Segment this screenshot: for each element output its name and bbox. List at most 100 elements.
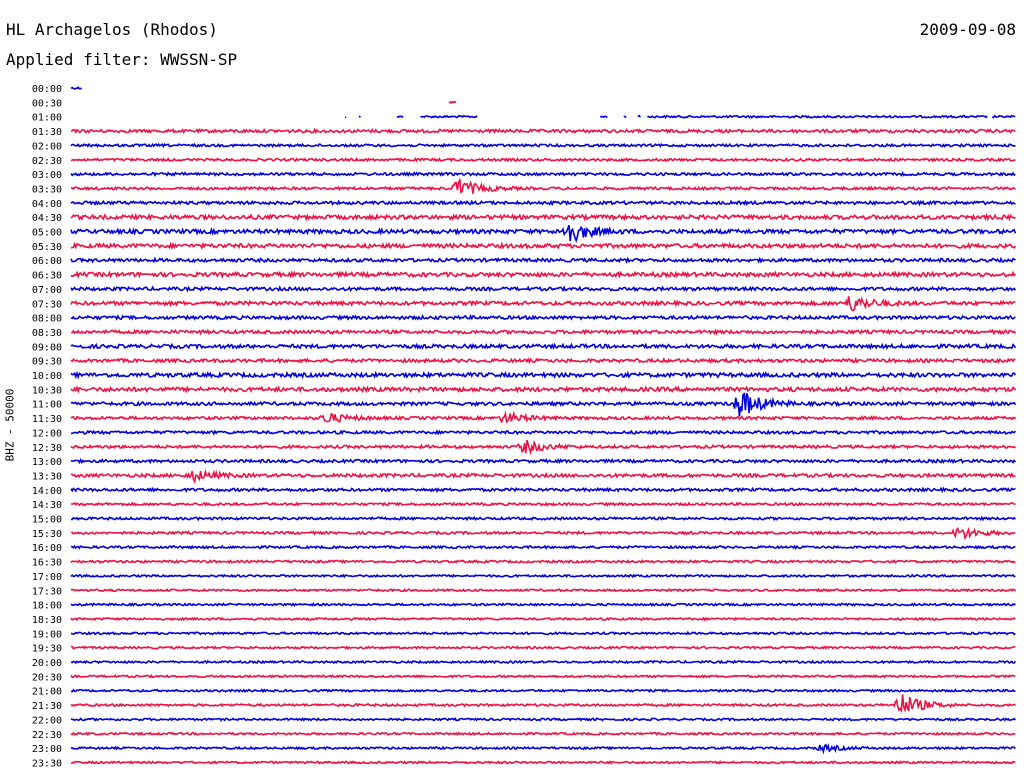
time-label: 02:30 <box>32 156 62 167</box>
trace-row-0330 <box>70 177 1016 194</box>
time-label: 19:00 <box>32 629 62 640</box>
trace-row-0830 <box>70 328 1017 336</box>
trace-row-0030 <box>448 100 457 104</box>
time-label: 14:00 <box>32 486 62 497</box>
time-label: 07:30 <box>32 299 62 310</box>
trace-row-1200 <box>70 429 1017 436</box>
trace-row-2100 <box>70 688 1016 694</box>
time-label: 06:30 <box>32 271 62 282</box>
trace-row-0100 <box>420 114 478 119</box>
trace-row-0230 <box>70 156 1016 163</box>
trace-row-0100 <box>600 115 608 119</box>
trace-row-2330 <box>70 760 1016 765</box>
trace-row-1830 <box>70 616 1016 622</box>
time-label: 15:00 <box>32 515 62 526</box>
time-label: 23:30 <box>32 758 62 769</box>
time-label: 13:30 <box>32 471 62 482</box>
trace-row-1430 <box>70 501 1016 507</box>
trace-row-1100 <box>70 392 1017 417</box>
time-label: 16:00 <box>32 543 62 554</box>
time-label: 20:00 <box>32 658 62 669</box>
time-label: 04:00 <box>32 199 62 210</box>
time-label: 11:00 <box>32 400 62 411</box>
trace-row-0730 <box>70 296 1016 312</box>
time-label: 12:00 <box>32 428 62 439</box>
filter-label: Applied filter: WWSSN-SP <box>6 50 238 69</box>
trace-row-1600 <box>70 544 1016 550</box>
trace-row-0430 <box>70 212 1016 222</box>
time-label: 00:30 <box>32 98 62 109</box>
trace-row-1130 <box>70 410 1017 424</box>
trace-row-0600 <box>70 256 1016 264</box>
seismic-traces <box>70 86 1017 765</box>
trace-row-2000 <box>70 659 1017 665</box>
trace-row-0100 <box>991 114 1016 119</box>
trace-row-0930 <box>70 356 1016 365</box>
trace-row-1500 <box>70 515 1017 522</box>
trace-row-1530 <box>70 526 1016 541</box>
time-label: 00:00 <box>32 84 62 95</box>
time-label: 20:30 <box>32 672 62 683</box>
trace-row-1400 <box>70 486 1016 494</box>
trace-row-1630 <box>70 558 1016 565</box>
trace-row-0100 <box>637 114 641 118</box>
time-label: 10:00 <box>32 371 62 382</box>
trace-row-0100 <box>623 115 627 119</box>
time-label: 09:30 <box>32 357 62 368</box>
time-label: 11:30 <box>32 414 62 425</box>
trace-row-2300 <box>70 743 1016 755</box>
time-label: 22:30 <box>32 730 62 741</box>
trace-row-0130 <box>71 127 1016 135</box>
time-label: 09:00 <box>32 342 62 353</box>
time-label: 19:30 <box>32 644 62 655</box>
trace-row-0700 <box>70 285 1017 293</box>
trace-row-0800 <box>70 314 1016 322</box>
trace-row-2230 <box>70 731 1016 737</box>
time-label: 18:30 <box>32 615 62 626</box>
trace-row-1800 <box>70 602 1016 608</box>
time-label: 01:00 <box>32 113 62 124</box>
time-label: 10:30 <box>32 385 62 396</box>
trace-row-2030 <box>70 673 1016 679</box>
time-label: 04:30 <box>32 213 62 224</box>
trace-row-1300 <box>70 457 1017 465</box>
trace-row-1230 <box>70 439 1016 456</box>
time-label: 02:00 <box>32 141 62 152</box>
trace-row-1730 <box>70 587 1017 593</box>
time-label: 18:00 <box>32 601 62 612</box>
time-label: 13:00 <box>32 457 62 468</box>
time-label: 07:00 <box>32 285 62 296</box>
trace-row-0300 <box>70 171 1016 178</box>
time-label: 16:30 <box>32 558 62 569</box>
time-label: 17:30 <box>32 586 62 597</box>
trace-row-2200 <box>70 716 1017 722</box>
time-label: 08:00 <box>32 314 62 325</box>
trace-row-2130 <box>70 694 1016 714</box>
trace-row-1030 <box>70 385 1017 394</box>
trace-row-0900 <box>70 342 1017 351</box>
time-labels: 00:00 00:30 01:00 01:30 02:00 02:30 03:00 03:30… <box>32 84 62 769</box>
trace-row-1930 <box>71 645 1016 651</box>
time-label: 23:00 <box>32 744 62 755</box>
trace-row-1700 <box>70 573 1016 579</box>
time-label: 08:30 <box>32 328 62 339</box>
time-label: 01:30 <box>32 127 62 138</box>
trace-row-0400 <box>70 199 1016 207</box>
time-label: 05:00 <box>32 228 62 239</box>
time-label: 17:00 <box>32 572 62 583</box>
time-label: 14:30 <box>32 500 62 511</box>
trace-row-1330 <box>70 468 1016 485</box>
time-label: 12:30 <box>32 443 62 454</box>
time-label: 21:30 <box>32 701 62 712</box>
trace-row-0100 <box>647 114 988 119</box>
time-label: 05:30 <box>32 242 62 253</box>
trace-row-1000 <box>70 370 1017 380</box>
trace-row-0200 <box>70 142 1016 149</box>
time-label: 22:00 <box>32 715 62 726</box>
time-label: 15:30 <box>32 529 62 540</box>
time-label: 03:00 <box>32 170 62 181</box>
trace-row-0100 <box>358 115 362 118</box>
time-label: 21:00 <box>32 687 62 698</box>
trace-row-0630 <box>70 270 1016 279</box>
